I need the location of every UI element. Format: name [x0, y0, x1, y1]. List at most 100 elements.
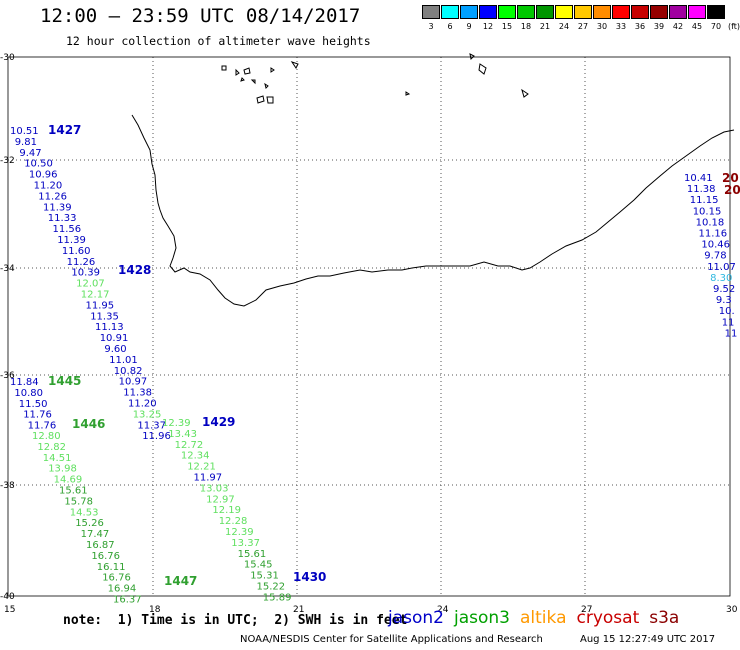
wave-height-value: 17.47	[81, 529, 110, 540]
wave-height-value: 10.50	[24, 159, 53, 170]
wave-height-value: 12.21	[187, 462, 216, 473]
legend-swatch	[612, 5, 630, 19]
wave-height-value: 16.87	[86, 540, 115, 551]
generated-timestamp: Aug 15 12:27:49 UTC 2017	[580, 634, 716, 645]
wave-height-value: 11.26	[38, 191, 67, 202]
wave-height-value: 11.84	[10, 377, 39, 388]
legend-swatch	[669, 5, 687, 19]
legend-swatch	[460, 5, 478, 19]
wave-height-value: 12.07	[76, 279, 105, 290]
legend-swatch	[422, 5, 440, 19]
map-title: 12:00 – 23:59 UTC 08/14/2017	[40, 5, 361, 27]
wave-height-value: 12.17	[81, 290, 110, 301]
wave-height-value: 15.61	[59, 486, 88, 497]
lat-tick-label: -32	[0, 156, 15, 166]
wave-height-value: 11.16	[699, 229, 728, 240]
axis-ticks: 15 18 21 24 27 30 -30 -32 -34 -36 -38 -40	[0, 53, 738, 615]
wave-height-value: 10.82	[114, 366, 143, 377]
satellite-legend: jason2 jason3 altika cryosat s3a	[388, 608, 689, 628]
legend-label: 45	[691, 22, 703, 31]
wave-height-value: 15.45	[244, 560, 273, 571]
legend-swatch	[650, 5, 668, 19]
wave-height-value: 13.37	[231, 538, 260, 549]
legend-label: 42	[672, 22, 684, 31]
pass-number: 20	[724, 183, 740, 197]
wave-height-value: 12.39	[225, 527, 254, 538]
footnote: note: 1) Time is in UTC; 2) SWH is in fe…	[63, 613, 408, 628]
pass-number: 1428	[118, 263, 151, 277]
legend-swatch	[441, 5, 459, 19]
map-frame	[7, 56, 731, 597]
legend-label: 6	[447, 22, 453, 31]
legend-label: 21	[539, 22, 551, 31]
legend-unit: (ft)	[727, 22, 740, 31]
legend-swatch	[479, 5, 497, 19]
legend-label: 27	[577, 22, 589, 31]
pass-number: 1427	[48, 123, 81, 137]
wave-height-value: 12.28	[219, 516, 248, 527]
legend-label: 12	[482, 22, 494, 31]
wave-height-value: 10.41	[684, 173, 713, 184]
wave-height-value: 15.31	[250, 571, 279, 582]
wave-height-value: 9.60	[104, 344, 126, 355]
wave-height-value: 11	[722, 317, 735, 328]
lon-tick-label: 27	[581, 605, 592, 615]
legend-label: 9	[466, 22, 472, 31]
wave-height-value: 11.33	[48, 213, 77, 224]
wave-height-value: 11.39	[57, 235, 86, 246]
coastline-south-africa	[131, 114, 735, 307]
satellite-name: altika	[520, 608, 567, 628]
lon-tick-label: 15	[4, 605, 15, 615]
map-subtitle: 12 hour collection of altimeter wave hei…	[66, 34, 371, 48]
wave-height-value: 11.97	[194, 473, 223, 484]
track-east-2: 20	[724, 183, 740, 197]
wave-height-value: 10.18	[696, 217, 725, 228]
satellite-name: cryosat	[576, 608, 640, 628]
wave-height-value: 12.39	[162, 418, 191, 429]
wave-height-value: 11.37	[137, 420, 166, 431]
wave-height-value: 10.97	[119, 377, 148, 388]
track-east: 10.4111.3811.1510.1510.1811.1610.469.781…	[684, 171, 739, 339]
wave-height-value: 11.07	[707, 262, 736, 273]
wave-height-value: 11	[725, 328, 738, 339]
wave-height-value: 9.81	[15, 137, 37, 148]
legend-swatch	[688, 5, 706, 19]
legend-swatch	[707, 5, 725, 19]
lat-tick-label: -38	[0, 481, 15, 491]
satellite-name: s3a	[649, 608, 680, 628]
wave-height-value: 14.51	[43, 453, 72, 464]
wave-height-value: 12.34	[181, 451, 210, 462]
pass-number: 20	[722, 171, 739, 185]
wave-height-value: 16.76	[91, 551, 120, 562]
wave-height-value: 10.51	[10, 126, 39, 137]
legend-label: 39	[653, 22, 665, 31]
wave-height-value: 12.72	[175, 440, 204, 451]
wave-height-value: 11.39	[43, 202, 72, 213]
legend-swatch	[631, 5, 649, 19]
wave-height-value: 11.76	[28, 421, 57, 432]
lon-tick-label: 30	[726, 605, 738, 615]
wave-height-value: 11.13	[95, 322, 124, 333]
wave-height-value: 11.01	[109, 355, 138, 366]
lon-tick-label: 21	[293, 605, 304, 615]
wave-height-value: 15.22	[257, 582, 286, 593]
legend-swatch	[574, 5, 592, 19]
wave-height-value: 11.35	[90, 311, 119, 322]
track-1428: 1428	[118, 263, 151, 277]
wave-height-value: 9.52	[713, 284, 735, 295]
wave-height-value: 11.26	[67, 257, 96, 268]
legend-label: 3	[428, 22, 434, 31]
wave-height-value: 9.3	[716, 295, 732, 306]
wave-height-value: 13.43	[168, 429, 197, 440]
wave-height-value: 16.76	[102, 573, 131, 584]
track-1446: 12.8012.8214.5113.9814.6915.6115.7814.53…	[32, 417, 142, 606]
lon-tick-label: 24	[437, 605, 449, 615]
legend-swatch	[593, 5, 611, 19]
legend-swatch	[536, 5, 554, 19]
wave-height-value: 11.76	[23, 410, 52, 421]
wave-height-value: 12.19	[212, 505, 241, 516]
legend-swatch	[555, 5, 573, 19]
wave-height-value: 10.	[719, 306, 735, 317]
pass-number: 1429	[202, 415, 235, 429]
